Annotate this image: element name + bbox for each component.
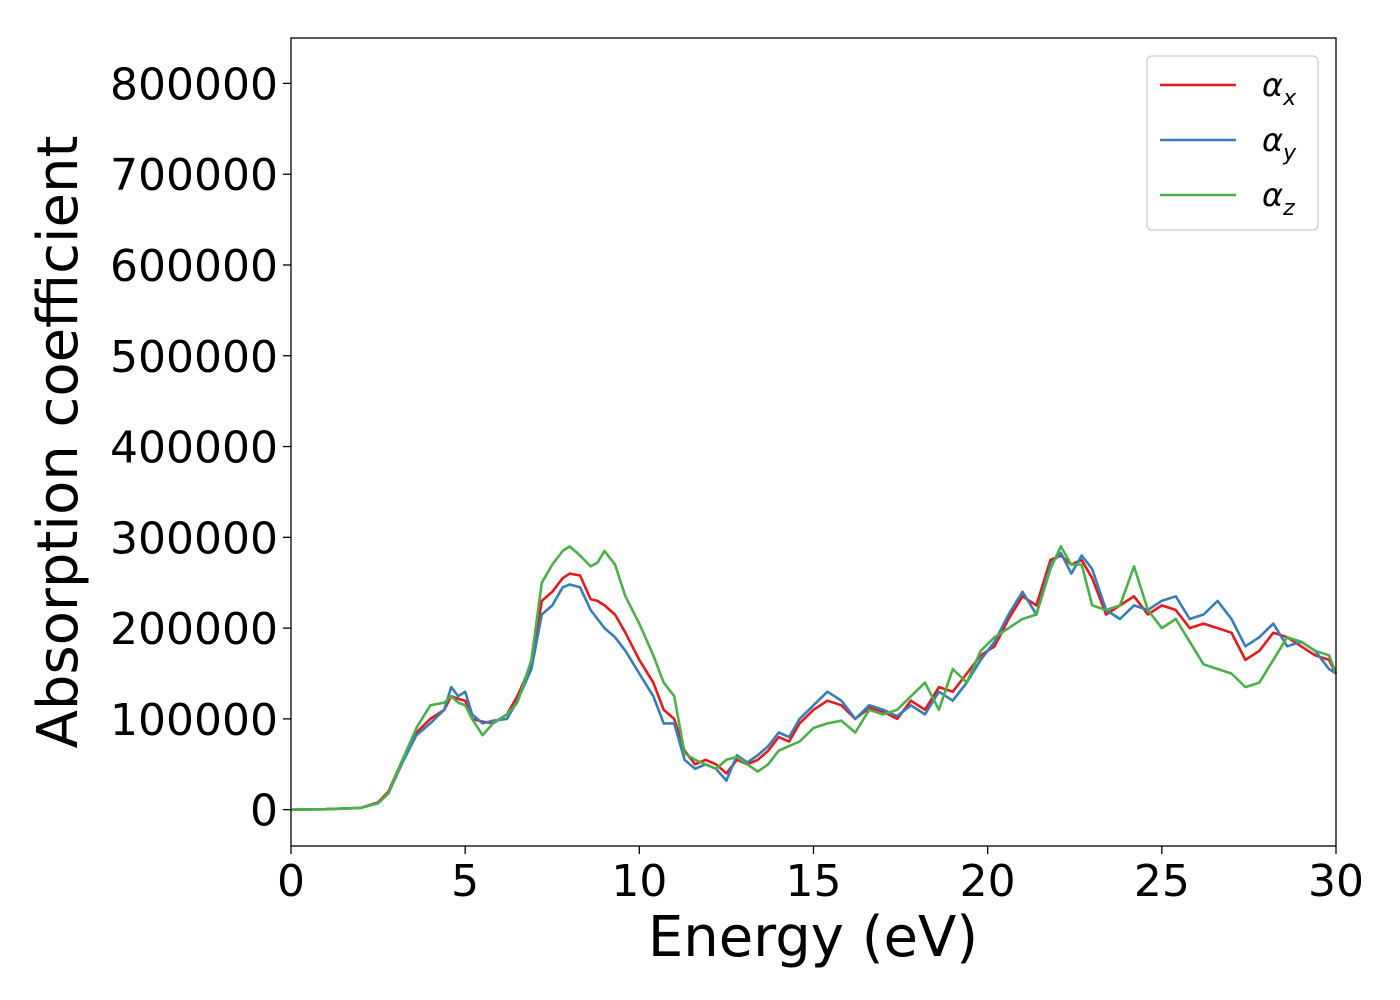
y-tick-label: 0 — [250, 786, 278, 837]
y-tick-label: 100000 — [110, 695, 278, 746]
series-line-z — [290, 545, 1338, 811]
x-tick-label: 15 — [786, 856, 842, 907]
x-tick-label: 25 — [1134, 856, 1190, 907]
x-tick-label: 30 — [1308, 856, 1364, 907]
y-tick-label: 300000 — [110, 513, 278, 564]
x-axis-label: Energy (eV) — [648, 905, 978, 970]
y-tick-label: 400000 — [110, 423, 278, 474]
series-line-x — [290, 554, 1338, 811]
y-axis: 0 100000 200000 300000 400000 500000 600000 700… — [110, 59, 291, 837]
x-tick-label: 10 — [611, 856, 667, 907]
y-tick-label: 200000 — [110, 604, 278, 655]
y-tick-label: 500000 — [110, 332, 278, 383]
x-tick-label: 0 — [277, 856, 305, 907]
legend-frame — [1146, 55, 1319, 231]
y-tick-label: 600000 — [110, 241, 278, 292]
x-tick-label: 5 — [451, 856, 479, 907]
x-axis: 0 5 10 15 20 25 30 — [277, 846, 1364, 907]
y-tick-label: 800000 — [110, 59, 278, 110]
series-lines — [290, 545, 1338, 811]
series-line-y — [290, 551, 1337, 811]
y-tick-label: 700000 — [110, 150, 278, 201]
x-tick-label: 20 — [960, 856, 1016, 907]
y-axis-label: Absorption coefficient — [26, 136, 91, 749]
